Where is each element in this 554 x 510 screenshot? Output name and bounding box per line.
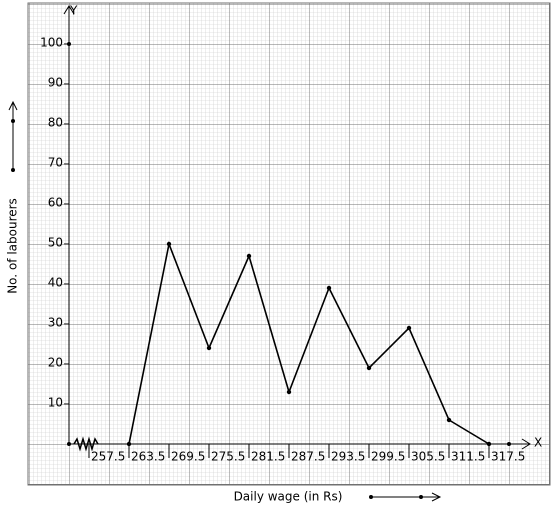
point	[366, 365, 372, 371]
x-tick-label: 293.5	[331, 450, 365, 464]
y-tick-label: 70	[48, 156, 63, 170]
decor-dots	[11, 42, 511, 499]
y-axis-name: Y	[69, 4, 78, 18]
x-tick-label: 311.5	[451, 450, 485, 464]
y-tick-label: 10	[48, 396, 63, 410]
frequency-polygon	[128, 241, 490, 445]
y-tick-label: 90	[48, 76, 63, 90]
y-tick-label: 60	[48, 196, 63, 210]
point	[486, 441, 492, 447]
point	[166, 241, 172, 247]
y-axis-label: No. of labourers	[6, 198, 20, 294]
y-tick-label: 80	[48, 116, 63, 130]
x-tick-label: 275.5	[211, 450, 245, 464]
point	[246, 253, 252, 259]
x-tick-label: 299.5	[371, 450, 405, 464]
point	[286, 389, 292, 395]
axes	[8, 5, 531, 502]
y-tick-label: 20	[48, 356, 63, 370]
x-tick-label: 287.5	[291, 450, 325, 464]
y-tick-label: 30	[48, 316, 63, 330]
x-axis-label: Daily wage (in Rs)	[234, 490, 343, 504]
point	[126, 441, 132, 447]
x-tick-label: 317.5	[491, 450, 525, 464]
point	[406, 325, 412, 331]
x-tick-label: 269.5	[171, 450, 205, 464]
point	[206, 345, 212, 351]
x-axis-name: X	[534, 436, 542, 450]
y-tick-label: 100	[40, 36, 63, 50]
y-tick-label: 40	[48, 276, 63, 290]
y-tick-label: 50	[48, 236, 63, 250]
x-tick-label: 305.5	[411, 450, 445, 464]
point	[326, 285, 332, 291]
x-tick-label: 263.5	[131, 450, 165, 464]
x-tick-label: 257.5	[91, 450, 125, 464]
point	[446, 417, 452, 423]
x-tick-label: 281.5	[251, 450, 285, 464]
graph-paper	[27, 2, 551, 486]
